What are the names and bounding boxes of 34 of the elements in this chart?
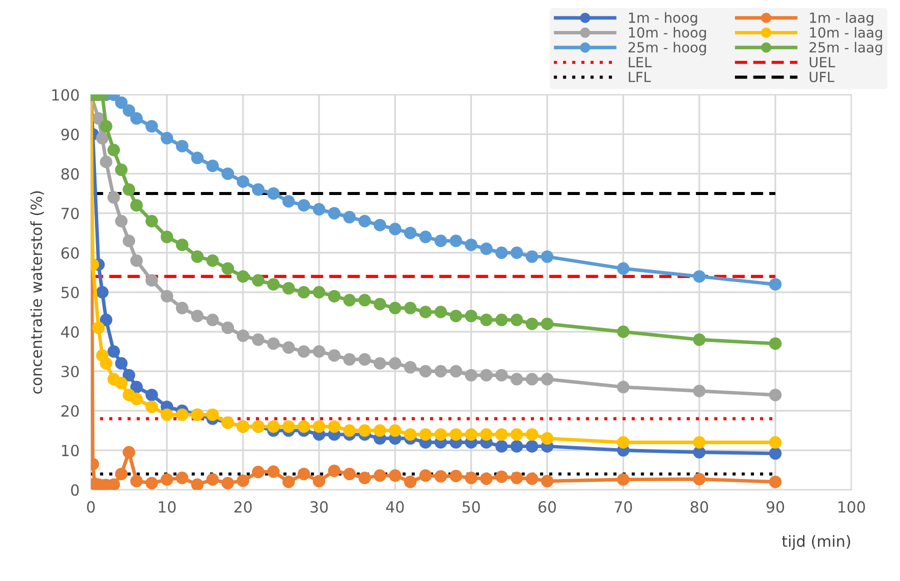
x-tick-label: 10 [158, 501, 176, 513]
y-tick-label: 70 [62, 208, 79, 220]
y-tick-label: 0 [71, 484, 79, 496]
x-tick-label: 80 [690, 501, 708, 513]
y-tick-label: 10 [62, 444, 79, 456]
x-tick-label: 40 [386, 501, 404, 513]
legend-label: UFL [810, 72, 834, 82]
y-tick-label: 20 [61, 405, 79, 417]
legend-label: 10m - hoog [629, 26, 706, 40]
y-tick-label: 90 [61, 128, 79, 140]
y-axis-title: concentratie waterstof (%) [30, 191, 44, 394]
legend-label: 10m - laag [810, 26, 882, 40]
legend-label: LEL [628, 57, 652, 68]
x-tick-label: 100 [838, 501, 865, 513]
y-tick-label: 100 [52, 89, 79, 101]
y-tick-label: 50 [62, 286, 79, 298]
x-tick-label: 70 [614, 501, 632, 513]
x-tick-label: 20 [234, 501, 252, 513]
y-tick-label: 30 [62, 366, 79, 378]
x-tick-label: 60 [538, 501, 556, 513]
x-tick-label: 50 [462, 501, 480, 513]
x-tick-label: 90 [766, 501, 784, 513]
legend-label: 1m - laag [810, 12, 874, 26]
y-tick-label: 40 [61, 326, 79, 338]
legend-label: UEL [810, 57, 836, 68]
legend-label: 25m - laag [810, 42, 882, 56]
x-tick-label: 0 [87, 501, 95, 513]
legend-label: LFL [628, 72, 651, 82]
legend-label: 1m - hoog [629, 12, 698, 26]
y-tick-label: 80 [61, 168, 79, 180]
legend-label: 25m - hoog [628, 42, 706, 56]
x-axis-title: tijd (min) [782, 535, 850, 550]
x-tick-label: 30 [310, 501, 328, 513]
y-tick-label: 60 [61, 247, 79, 259]
